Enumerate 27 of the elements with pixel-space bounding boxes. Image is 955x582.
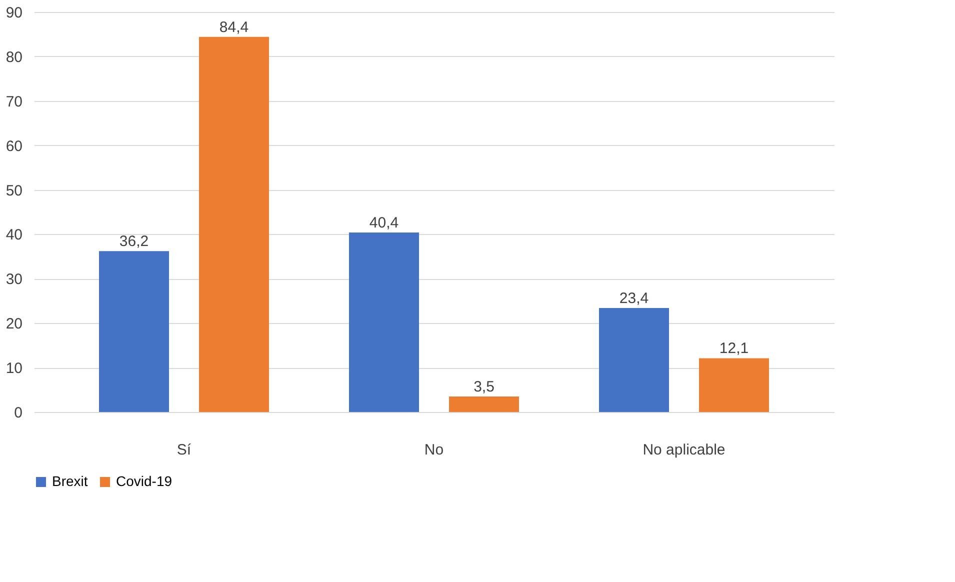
y-tick-label: 0 xyxy=(14,404,22,422)
bar xyxy=(199,36,269,412)
y-tick-label: 70 xyxy=(6,93,22,110)
y-tick-label: 30 xyxy=(6,271,22,288)
data-label: 84,4 xyxy=(219,18,249,36)
x-tick-label: No aplicable xyxy=(642,442,726,458)
x-tick-label: No xyxy=(424,442,444,458)
bar xyxy=(699,358,769,412)
x-tick-label: Sí xyxy=(176,442,192,458)
legend-label: Covid-19 xyxy=(116,473,172,489)
data-label: 36,2 xyxy=(119,233,149,250)
y-tick-label: 50 xyxy=(6,182,22,200)
data-label: 3,5 xyxy=(474,378,494,396)
bar xyxy=(449,396,519,412)
legend-label: Brexit xyxy=(52,473,88,489)
data-label: 23,4 xyxy=(619,290,649,307)
data-label: 12,1 xyxy=(719,340,749,358)
bar xyxy=(99,251,169,412)
y-tick-label: 90 xyxy=(6,4,22,22)
y-tick-label: 60 xyxy=(6,138,22,155)
y-tick-label: 80 xyxy=(6,48,22,66)
data-label: 40,4 xyxy=(369,214,399,232)
bar xyxy=(349,232,419,412)
y-tick-label: 40 xyxy=(6,226,22,244)
bar xyxy=(599,308,669,412)
y-tick-label: 20 xyxy=(6,316,22,333)
y-tick-label: 10 xyxy=(6,360,22,378)
